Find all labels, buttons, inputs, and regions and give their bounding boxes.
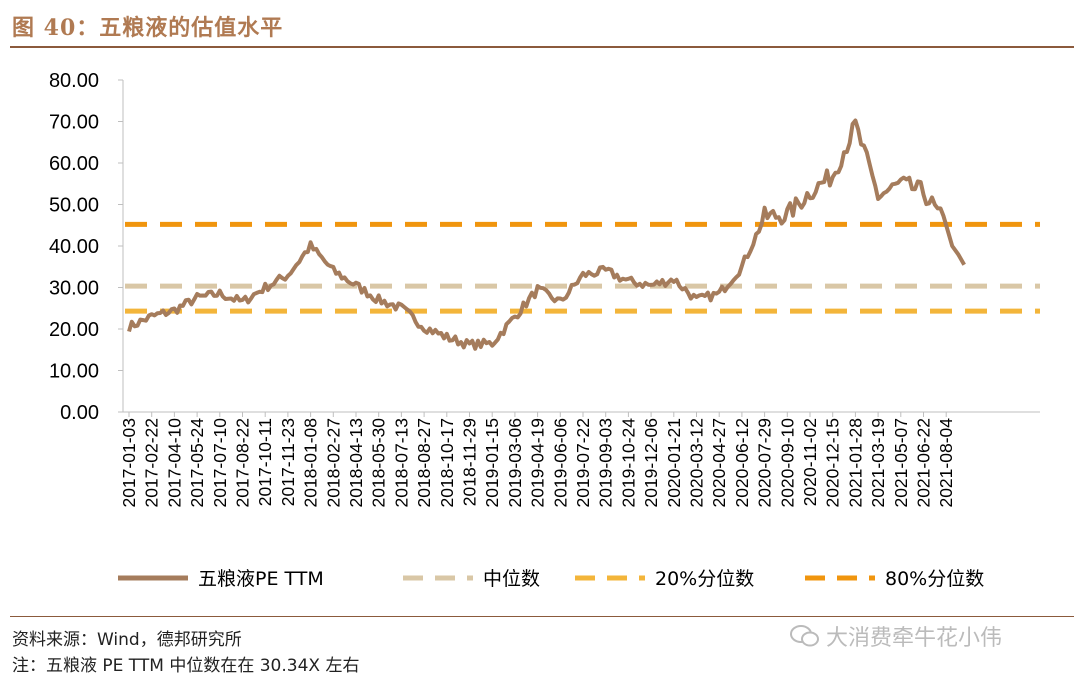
x-tick-label: 2020-04-27 bbox=[709, 418, 729, 508]
watermark-text: 大消费牵牛花小伟 bbox=[826, 626, 1003, 651]
y-tick-label: 60.00 bbox=[49, 153, 99, 175]
x-tick-label: 2018-01-08 bbox=[301, 418, 321, 508]
legend-label: 20%分位数 bbox=[655, 568, 754, 590]
x-tick-label: 2020-09-10 bbox=[777, 418, 797, 508]
x-tick-label: 2017-10-11 bbox=[255, 418, 275, 506]
x-tick-label: 2020-06-12 bbox=[732, 418, 752, 508]
legend-label: 80%分位数 bbox=[885, 568, 984, 590]
x-tick-label: 2017-01-03 bbox=[119, 418, 139, 508]
legend-label: 中位数 bbox=[483, 568, 540, 590]
x-tick-label: 2017-07-10 bbox=[210, 418, 230, 508]
x-tick-label: 2017-11-23 bbox=[278, 418, 298, 506]
x-tick-label: 2020-03-12 bbox=[687, 418, 707, 508]
x-tick-label: 2019-10-24 bbox=[618, 418, 638, 508]
y-tick-label: 0.00 bbox=[60, 402, 99, 424]
x-tick-label: 2018-02-27 bbox=[323, 418, 343, 508]
x-tick-label: 2021-03-19 bbox=[868, 418, 888, 508]
y-tick-label: 50.00 bbox=[49, 195, 99, 217]
x-tick-label: 2018-05-30 bbox=[369, 418, 389, 508]
x-tick-label: 2020-07-29 bbox=[755, 418, 775, 508]
watermark: 大消费牵牛花小伟 bbox=[790, 620, 1002, 652]
footnote: 注：五粮液 PE TTM 中位数在在 30.34X 左右 bbox=[12, 656, 360, 676]
x-tick-label: 2019-07-22 bbox=[573, 418, 593, 508]
legend-label: 五粮液PE TTM bbox=[198, 568, 324, 590]
y-tick-label: 20.00 bbox=[49, 319, 99, 341]
x-tick-label: 2017-04-10 bbox=[164, 418, 184, 508]
x-tick-label: 2020-11-02 bbox=[800, 418, 820, 506]
x-tick-label: 2018-08-27 bbox=[414, 418, 434, 508]
figure-title: 图 40：五粮液的估值水平 bbox=[12, 15, 284, 41]
x-tick-label: 2018-07-13 bbox=[391, 418, 411, 508]
source-note: 资料来源：Wind，德邦研究所 bbox=[12, 630, 242, 650]
x-tick-label: 2017-05-24 bbox=[187, 418, 207, 508]
x-tick-label: 2018-11-29 bbox=[460, 418, 480, 506]
x-tick-label: 2018-10-17 bbox=[437, 418, 457, 508]
x-tick-label: 2019-12-06 bbox=[641, 418, 661, 508]
x-tick-label: 2019-03-06 bbox=[505, 418, 525, 508]
y-tick-label: 80.00 bbox=[49, 70, 99, 92]
x-tick-label: 2020-12-15 bbox=[823, 418, 843, 508]
x-tick-label: 2021-05-07 bbox=[891, 418, 911, 508]
top-rule bbox=[10, 46, 1074, 48]
x-tick-label: 2019-01-15 bbox=[482, 418, 502, 508]
pe-series-line bbox=[127, 118, 966, 351]
x-tick-label: 2019-04-19 bbox=[528, 418, 548, 508]
y-tick-label: 40.00 bbox=[49, 236, 99, 258]
x-tick-label: 2019-09-03 bbox=[596, 418, 616, 508]
x-tick-label: 2018-04-13 bbox=[346, 418, 366, 508]
x-tick-label: 2020-01-21 bbox=[664, 418, 684, 508]
x-tick-label: 2017-02-22 bbox=[142, 418, 162, 508]
x-tick-label: 2021-01-28 bbox=[845, 418, 865, 508]
x-tick-label: 2017-08-22 bbox=[233, 418, 253, 508]
wechat-icon bbox=[790, 625, 819, 647]
x-tick-label: 2019-06-06 bbox=[550, 418, 570, 508]
y-tick-label: 30.00 bbox=[49, 278, 99, 300]
y-tick-label: 70.00 bbox=[49, 112, 99, 134]
x-tick-label: 2021-08-04 bbox=[936, 418, 956, 508]
y-tick-label: 10.00 bbox=[49, 361, 99, 383]
x-tick-label: 2021-06-22 bbox=[914, 418, 934, 508]
bottom-rule bbox=[10, 616, 1074, 617]
